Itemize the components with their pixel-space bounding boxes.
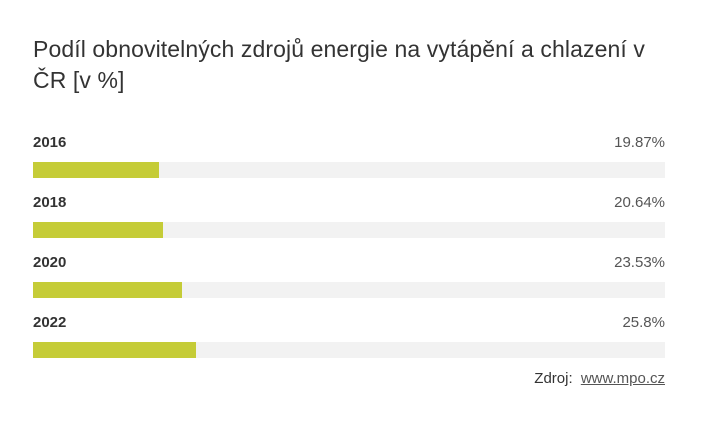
bar xyxy=(33,162,159,178)
category-label: 2016 xyxy=(33,133,67,151)
category-label: 2022 xyxy=(33,313,67,331)
data-label: 19.87% xyxy=(614,133,665,151)
bar-row-2020: 2020 23.53% xyxy=(33,251,665,311)
bar xyxy=(33,222,164,238)
data-label: 25.8% xyxy=(622,313,665,331)
bar-row-2016: 2016 19.87% xyxy=(33,131,665,191)
source-label: Zdroj: xyxy=(534,370,573,387)
bar xyxy=(33,282,182,298)
bar-track xyxy=(33,342,665,358)
chart-title: Podíl obnovitelných zdrojů energie na vy… xyxy=(33,36,645,93)
bar-row-2022: 2022 25.8% xyxy=(33,311,665,371)
data-label: 20.64% xyxy=(614,193,665,211)
data-label: 23.53% xyxy=(614,253,665,271)
bar xyxy=(33,342,197,358)
category-label: 2018 xyxy=(33,193,67,211)
bar-track xyxy=(33,162,665,178)
source-link[interactable]: www.mpo.cz xyxy=(580,370,665,387)
category-label: 2020 xyxy=(33,253,67,271)
bar-track xyxy=(33,222,665,238)
bar-row-2018: 2018 20.64% xyxy=(33,191,665,251)
bar-track xyxy=(33,282,665,298)
source-note: Zdroj: www.mpo.cz xyxy=(534,370,665,387)
bar-chart: 2016 19.87% 2018 20.64% 2020 23.53% 2022… xyxy=(33,131,665,371)
